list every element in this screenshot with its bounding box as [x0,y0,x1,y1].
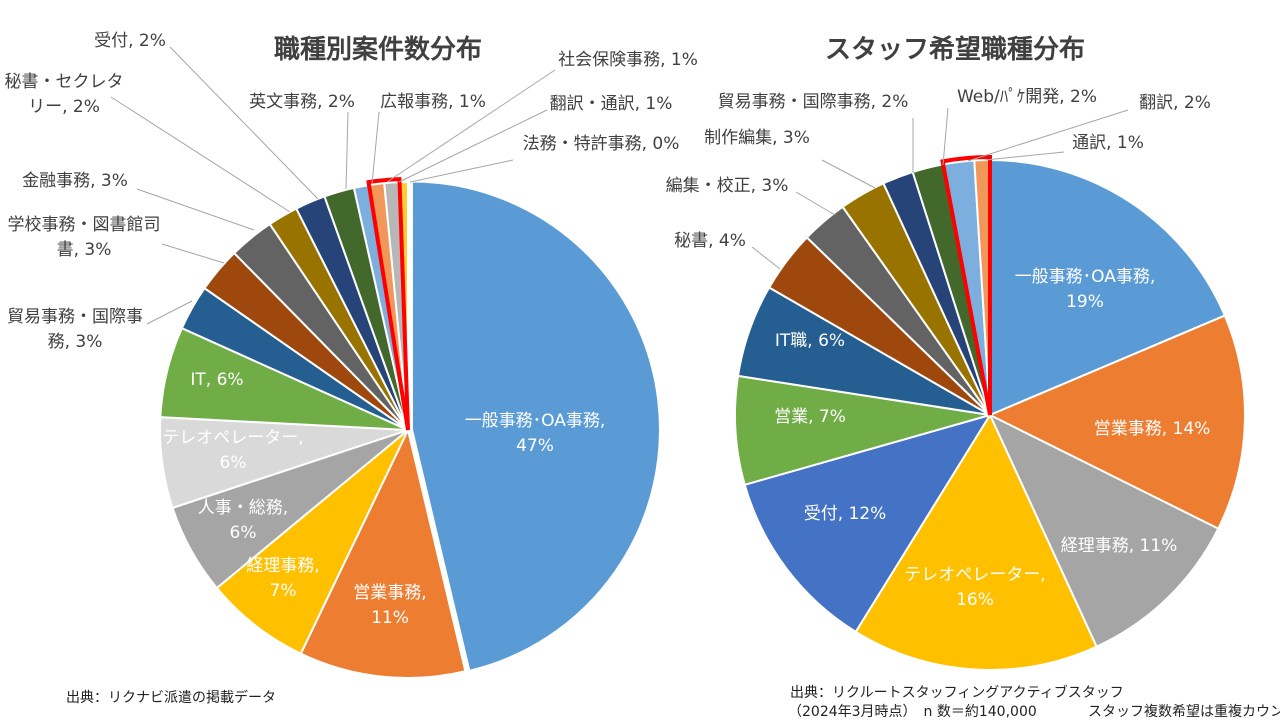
pie-slice-2 [987,412,1220,648]
data-label-12: 広報事務, 1% [380,92,486,112]
data-label-6: IT職, 6% [775,331,845,351]
data-label-1: 営業事務, 14% [1094,419,1211,439]
leader-line-15 [409,159,514,183]
leader-line-9 [821,159,876,189]
data-label-13: 通訳, 1% [1072,133,1144,153]
data-label-9: 秘書・セクレタリー, 2% [5,72,124,117]
data-label-14: 翻訳・通訳, 1% [550,94,673,114]
data-label-10: 貿易事務・国際事務, 2% [718,92,909,112]
pie-slice-0 [989,158,1227,417]
leader-line-7 [161,243,225,264]
pie-slice-1 [299,427,467,679]
pie-slice-3 [854,412,1098,671]
leader-line-14 [398,109,548,183]
data-label-11: Web/ﾊﾟｹ開発, 2% [957,87,1097,107]
data-label-7: 秘書, 4% [674,231,746,251]
pie-slice-4 [743,413,993,634]
leader-line-13 [984,151,1065,161]
data-label-11: 英文事務, 2% [249,92,355,112]
pie-slice-5 [734,374,991,487]
leader-line-12 [967,109,1129,162]
leader-line-8 [136,188,255,231]
data-label-3: 人事・総務, 6% [198,498,288,543]
data-label-5: IT, 6% [190,370,243,390]
data-label-12: 翻訳, 2% [1139,93,1211,113]
data-label-13: 社会保険事務, 1% [558,50,698,70]
data-label-15: 法務・特許事務, 0% [523,134,680,154]
highlight-outline [366,177,410,431]
pie-slice-2 [215,429,409,655]
data-label-0: 一般事務･OA事務, 19% [1015,267,1156,312]
chart-title: 職種別案件数分布 [274,34,482,65]
data-label-1: 営業事務, 11% [353,583,426,628]
data-label-8: 金融事務, 3% [22,171,128,191]
leader-line-8 [795,191,836,216]
leader-line-10 [169,46,319,200]
leader-line-13 [386,69,556,183]
chart-title: スタッフ希望職種分布 [825,34,1085,65]
highlight-outline [940,154,992,416]
data-label-6: 貿易事務・国際事務, 3% [7,307,143,352]
leader-line-7 [751,246,781,270]
source-note-right: 出典：リクルートスタッフィングアクティブスタッフ [790,685,1124,701]
data-label-4: 受付, 12% [804,504,887,524]
data-label-7: 学校事務・図書館司書, 3% [8,215,161,260]
leader-line-11 [942,107,949,166]
data-label-2: 経理事務, 7% [246,556,319,601]
leader-line-9 [110,96,291,213]
pie-slice-1 [987,314,1246,531]
data-label-0: 一般事務･OA事務, 47% [465,411,606,456]
data-label-4: テレオペレーター, 6% [162,428,303,473]
source-note-left: 出典：リクナビ派遣の掲載データ [66,690,276,706]
source-note-duplicate: スタッフ複数希望は重複カウント [1088,704,1280,720]
pie-slice-0 [410,180,661,673]
data-label-10: 受付, 2% [94,31,166,51]
data-label-9: 制作編集, 3% [704,128,810,148]
source-note-date: （2024年3月時点） n 数＝約140,000 [788,704,1037,720]
data-label-8: 編集・校正, 3% [666,176,789,196]
leader-line-6 [146,300,193,325]
data-label-2: 経理事務, 11% [1061,536,1178,556]
leader-line-11 [345,111,349,190]
leader-line-12 [371,111,380,185]
data-label-3: テレオペレーター, 16% [904,565,1045,610]
data-label-5: 営業, 7% [774,407,846,427]
